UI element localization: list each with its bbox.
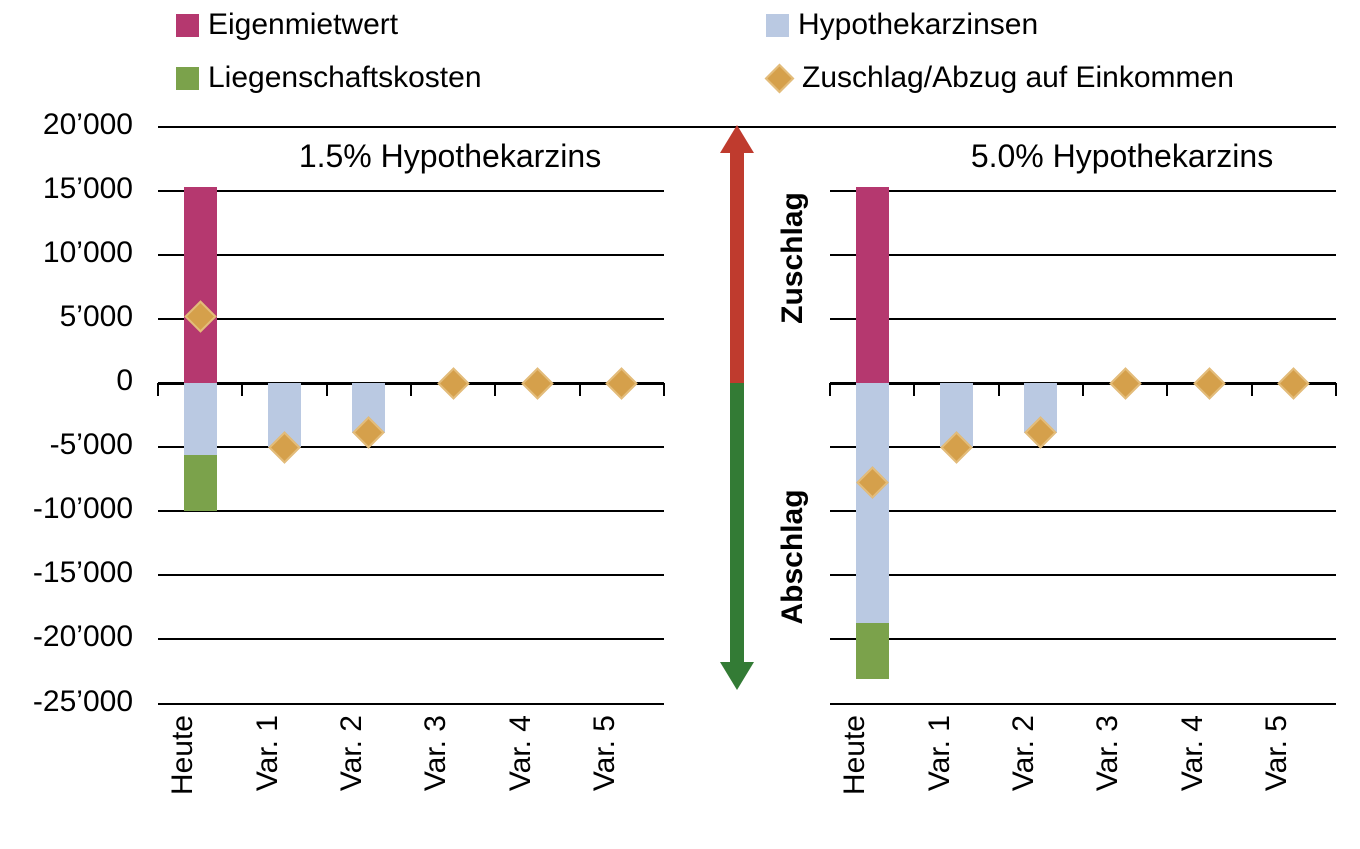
- x-axis-category-label: Var. 5: [1259, 715, 1293, 792]
- zuschlag-annotation-label: Zuschlag: [776, 192, 809, 324]
- x-axis-category-label: Var. 2: [334, 715, 368, 792]
- diamond-marker: [521, 366, 554, 400]
- x-axis-tick: [241, 383, 244, 396]
- abschlag-arrowhead-icon: [720, 662, 754, 690]
- abschlag-arrow-shaft: [730, 383, 744, 662]
- y-axis-tick-label: -25’000: [32, 684, 133, 718]
- gridline--5000: [158, 446, 664, 449]
- x-axis-category-label: Var. 3: [419, 715, 453, 792]
- x-axis-tick: [157, 383, 159, 396]
- x-axis-category-label: Heute: [166, 715, 200, 796]
- x-axis-tick: [578, 383, 581, 396]
- panel-title: 1.5% Hypothekarzins: [298, 138, 602, 174]
- y-axis-tick-label: -20’000: [32, 620, 133, 654]
- gridline--5000: [830, 446, 1336, 449]
- gridline--25000: [158, 702, 664, 705]
- bar-hypothekarzinsen: [855, 383, 889, 623]
- x-axis-category-label: Var. 4: [1175, 715, 1209, 792]
- x-axis-tick: [325, 383, 328, 396]
- gridline-15000: [830, 189, 1336, 192]
- x-axis-tick: [1250, 383, 1253, 396]
- x-axis-category-label: Var. 2: [1006, 715, 1040, 792]
- diamond-marker: [1277, 366, 1311, 400]
- gridline--15000: [158, 574, 664, 577]
- gridline-10000: [830, 253, 1336, 256]
- y-axis-tick-label: 5’000: [59, 299, 133, 333]
- y-axis-tick-label: -5’000: [49, 428, 133, 462]
- gridline-15000: [158, 189, 664, 192]
- x-axis-category-label: Var. 5: [587, 715, 621, 792]
- x-axis-category-label: Var. 4: [503, 715, 537, 792]
- x-axis-tick: [1335, 383, 1337, 396]
- x-axis-category-label: Var. 1: [250, 715, 284, 792]
- legend-item-liegenschaftskosten: Liegenschaftskosten: [176, 61, 482, 95]
- legend-label: Eigenmietwert: [208, 8, 399, 41]
- legend-label: Hypothekarzinsen: [798, 8, 1039, 41]
- eigenmietwert-swatch-icon: [176, 13, 199, 37]
- gridline--10000: [830, 510, 1336, 513]
- gridline-10000: [158, 253, 664, 256]
- y-axis-tick-label: -10’000: [32, 492, 133, 526]
- gridline-5000: [830, 317, 1336, 320]
- legend-item-hypothekarzinsen: Hypothekarzinsen: [766, 8, 1038, 42]
- x-axis-tick: [1166, 383, 1169, 396]
- gridline--10000: [158, 510, 664, 513]
- legend-label: Zuschlag/Abzug auf Einkommen: [802, 61, 1234, 94]
- y-axis-tick-label: 20’000: [42, 107, 133, 141]
- zuschlag-arrowhead-icon: [720, 125, 754, 153]
- gridline--25000: [830, 702, 1336, 705]
- gridline-5000: [158, 317, 664, 320]
- x-axis-tick: [410, 383, 412, 396]
- bar-liegenschaftskosten: [183, 454, 217, 512]
- x-axis-tick: [829, 383, 831, 396]
- x-axis-tick: [494, 383, 497, 396]
- x-axis-category-label: Var. 3: [1091, 715, 1125, 792]
- bar-liegenschaftskosten: [855, 622, 889, 680]
- gridline--15000: [830, 574, 1336, 577]
- x-axis-tick: [913, 383, 916, 396]
- abschlag-annotation-label: Abschlag: [776, 489, 809, 625]
- diamond-marker: [436, 366, 470, 400]
- y-axis-tick-label: 15’000: [42, 171, 133, 205]
- hypothekarzinsen-swatch-icon: [766, 13, 789, 37]
- x-axis-category-label: Var. 1: [922, 715, 956, 792]
- diamond-marker: [1193, 366, 1226, 400]
- legend-item-eigenmietwert: Eigenmietwert: [176, 8, 398, 42]
- panel-title: 5.0% Hypothekarzins: [970, 138, 1274, 174]
- bar-hypothekarzinsen: [183, 383, 217, 455]
- gridline--20000: [158, 638, 664, 641]
- legend-label: Liegenschaftskosten: [208, 61, 482, 94]
- zuschlag-arrow-shaft: [730, 152, 744, 383]
- y-axis-tick-label: -15’000: [32, 556, 133, 590]
- diamond-marker: [605, 366, 639, 400]
- bar-eigenmietwert: [855, 186, 889, 383]
- liegenschaftskosten-swatch-icon: [176, 66, 199, 90]
- gridline--20000: [830, 638, 1336, 641]
- x-axis-tick: [1082, 383, 1084, 396]
- y-axis-tick-label: 0: [116, 364, 133, 397]
- x-axis-tick: [663, 383, 665, 396]
- diamond-marker: [1108, 366, 1142, 400]
- y-axis-tick-label: 10’000: [42, 235, 133, 269]
- bar-eigenmietwert: [183, 186, 217, 383]
- zuschlag-abzug-diamond-icon: [764, 63, 795, 93]
- x-axis-category-label: Heute: [838, 715, 872, 796]
- x-axis-tick: [997, 383, 1000, 396]
- legend-item-zuschlag-abzug: Zuschlag/Abzug auf Einkommen: [764, 61, 1234, 95]
